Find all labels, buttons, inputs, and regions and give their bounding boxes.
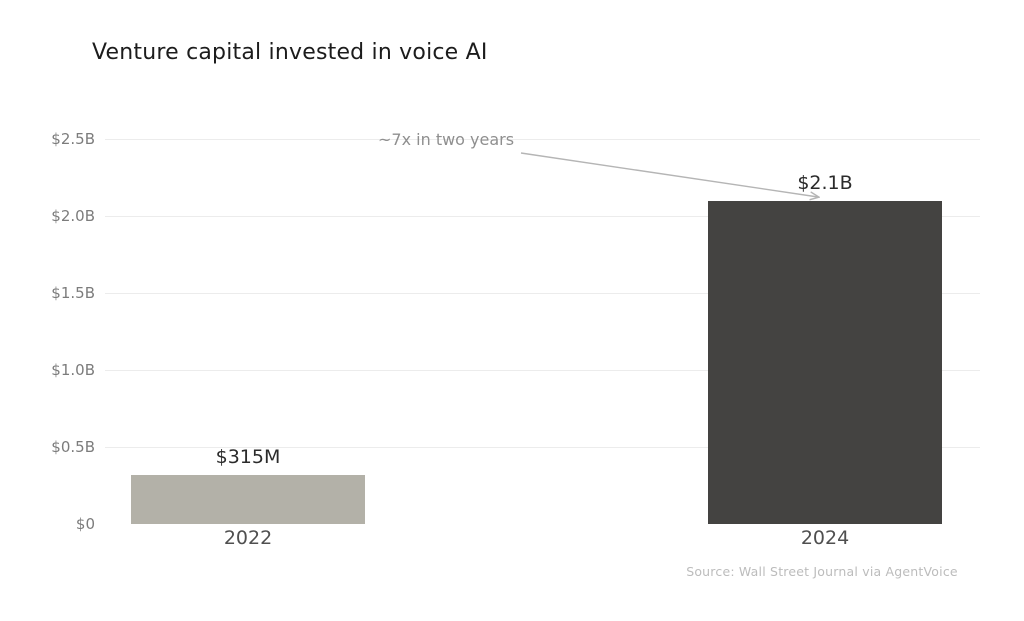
gridline-0-5b xyxy=(105,447,980,448)
gridline-2-5b xyxy=(105,139,980,140)
value-label-2024: $2.1B xyxy=(797,172,853,194)
gridline-1-5b xyxy=(105,293,980,294)
ytick-label-1-0b: $1.0B xyxy=(51,361,95,379)
chart-title: Venture capital invested in voice AI xyxy=(92,40,488,65)
xtick-label-2022: 2022 xyxy=(223,527,273,549)
ytick-label-2-5b: $2.5B xyxy=(51,130,95,148)
bar-2024 xyxy=(708,201,942,524)
annotation-text: ~7x in two years xyxy=(378,130,515,149)
source-note: Source: Wall Street Journal via AgentVoi… xyxy=(686,564,958,579)
ytick-label-2-0b: $2.0B xyxy=(51,207,95,225)
gridline-1-0b xyxy=(105,370,980,371)
bar-2022 xyxy=(131,475,365,524)
ytick-label-1-5b: $1.5B xyxy=(51,284,95,302)
value-label-2022: $315M xyxy=(215,446,281,468)
ytick-label-0-5b: $0.5B xyxy=(51,438,95,456)
ytick-label-0: $0 xyxy=(75,515,95,533)
gridline-2-0b xyxy=(105,216,980,217)
xtick-label-2024: 2024 xyxy=(800,527,850,549)
